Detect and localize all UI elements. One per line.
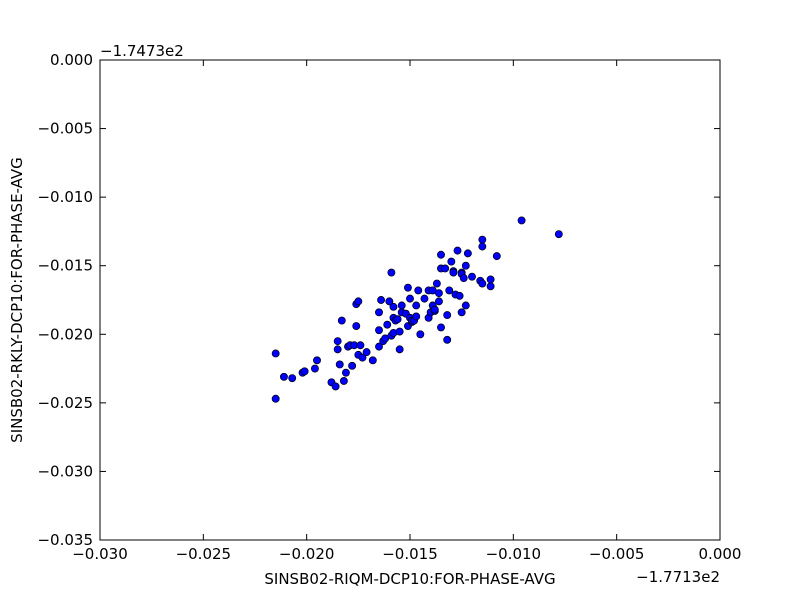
scatter-point: [310, 364, 319, 373]
scatter-point: [389, 302, 398, 311]
scatter-point: [397, 301, 406, 310]
plot-frame: [99, 59, 721, 541]
y-tick-label: −0.035: [37, 531, 93, 549]
scatter-point: [358, 353, 367, 362]
scatter-point: [375, 342, 383, 351]
y-tick-label: −0.015: [37, 257, 93, 275]
scatter-point: [486, 275, 495, 284]
scatter-point: [478, 242, 487, 251]
scatter-point: [333, 345, 342, 354]
x-tick-label: −0.025: [176, 545, 232, 563]
scatter-point: [337, 316, 346, 325]
y-axis-label: SINSB02-RKLY-DCP10:FOR-PHASE-AVG: [8, 157, 26, 443]
scatter-point: [554, 230, 563, 239]
scatter-point: [430, 305, 439, 314]
scatter-point: [385, 297, 394, 306]
x-tick-label: −0.030: [72, 545, 128, 563]
x-tick-label: −0.010: [486, 545, 542, 563]
scatter-point: [445, 286, 454, 295]
scatter-point: [383, 320, 392, 329]
scatter-point: [461, 301, 470, 310]
scatter-point: [331, 382, 340, 391]
scatter-point: [412, 312, 421, 321]
scatter-point: [375, 326, 383, 335]
scatter-point: [348, 361, 357, 370]
scatter-point: [393, 315, 402, 324]
x-axis-label: SINSB02-RIQM-DCP10:FOR-PHASE-AVG: [264, 570, 555, 588]
y-offset-label: −1.7473e2: [100, 42, 184, 60]
scatter-point: [377, 296, 386, 304]
scatter-point: [478, 279, 487, 288]
scatter-point: [406, 294, 414, 303]
scatter-point: [279, 372, 288, 381]
scatter-point: [403, 283, 412, 292]
scatter-point: [335, 360, 344, 369]
scatter-point: [352, 322, 361, 331]
scatter-point: [387, 268, 396, 277]
scatter-point: [368, 356, 377, 365]
scatter-point: [271, 349, 280, 358]
scatter-point: [463, 249, 472, 258]
scatter-point: [443, 311, 452, 320]
scatter-point: [455, 291, 464, 300]
scatter-point: [356, 341, 365, 350]
scatter-point: [432, 279, 441, 288]
x-tick-label: −0.020: [279, 545, 335, 563]
scatter-point: [443, 335, 452, 344]
y-tick-label: −0.005: [37, 120, 93, 138]
scatter-point: [300, 367, 309, 376]
scatter-point: [414, 286, 423, 295]
scatter-point: [492, 252, 501, 261]
y-tick-label: −0.025: [37, 394, 93, 412]
scatter-point: [461, 261, 470, 270]
scatter-point: [434, 289, 443, 298]
y-tick-label: −0.030: [37, 462, 93, 480]
scatter-point: [449, 268, 458, 277]
scatter-point: [420, 294, 429, 303]
scatter-point: [478, 235, 487, 244]
y-tick-label: −0.020: [37, 325, 93, 343]
scatter-point: [453, 246, 462, 255]
scatter-point: [395, 327, 404, 336]
scatter-point: [517, 216, 526, 225]
x-offset-label: −1.7713e2: [636, 568, 720, 586]
x-tick-label: 0.000: [699, 545, 742, 563]
scatter-point: [339, 376, 348, 385]
scatter-point: [434, 297, 443, 306]
x-tick-label: −0.005: [589, 545, 645, 563]
scatter-point: [457, 308, 466, 317]
scatter-point: [416, 330, 425, 339]
scatter-point: [354, 297, 363, 306]
y-tick-label: 0.000: [50, 51, 93, 69]
scatter-point: [468, 272, 476, 281]
scatter-point: [333, 337, 342, 346]
scatter-point: [412, 301, 421, 310]
scatter-point: [362, 348, 371, 357]
scatter-point: [437, 250, 445, 259]
scatter-point: [459, 274, 468, 283]
scatter-point: [437, 323, 445, 332]
scatter-point: [441, 264, 450, 273]
scatter-point: [313, 356, 321, 365]
scatter-point: [375, 308, 383, 317]
y-tick-label: −0.010: [37, 188, 93, 206]
scatter-point: [271, 394, 280, 403]
scatter-point: [486, 282, 495, 291]
scatter-point: [288, 374, 297, 383]
x-tick-label: −0.015: [382, 545, 438, 563]
scatter-point: [395, 345, 404, 354]
scatter-point: [341, 368, 350, 377]
scatter-point: [447, 257, 456, 266]
